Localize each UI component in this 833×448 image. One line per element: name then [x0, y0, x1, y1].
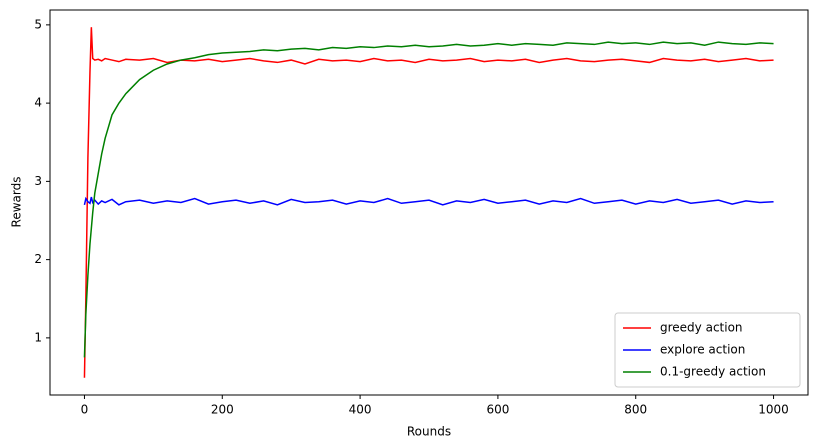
- x-tick-label: 200: [211, 403, 234, 417]
- series-line: [83, 41, 774, 358]
- y-tick-label: 1: [34, 330, 42, 344]
- x-tick-label: 400: [349, 403, 372, 417]
- x-tick-label: 600: [486, 403, 509, 417]
- legend-label: greedy action: [660, 321, 743, 335]
- x-tick-label: 800: [624, 403, 647, 417]
- legend-label: 0.1-greedy action: [660, 365, 766, 379]
- y-tick-label: 2: [34, 252, 42, 266]
- legend-label: explore action: [660, 343, 745, 357]
- y-tick-label: 4: [34, 96, 42, 110]
- series-line: [83, 27, 774, 378]
- x-axis-label: Rounds: [407, 425, 451, 439]
- x-tick-label: 1000: [758, 403, 789, 417]
- legend-box: [614, 312, 801, 388]
- y-tick-label: 3: [34, 174, 42, 188]
- x-tick-label: 0: [81, 403, 89, 417]
- y-axis-label: Rewards: [10, 177, 24, 228]
- series-line: [83, 196, 774, 206]
- plot-frame: [49, 9, 809, 396]
- y-tick-label: 5: [34, 17, 42, 31]
